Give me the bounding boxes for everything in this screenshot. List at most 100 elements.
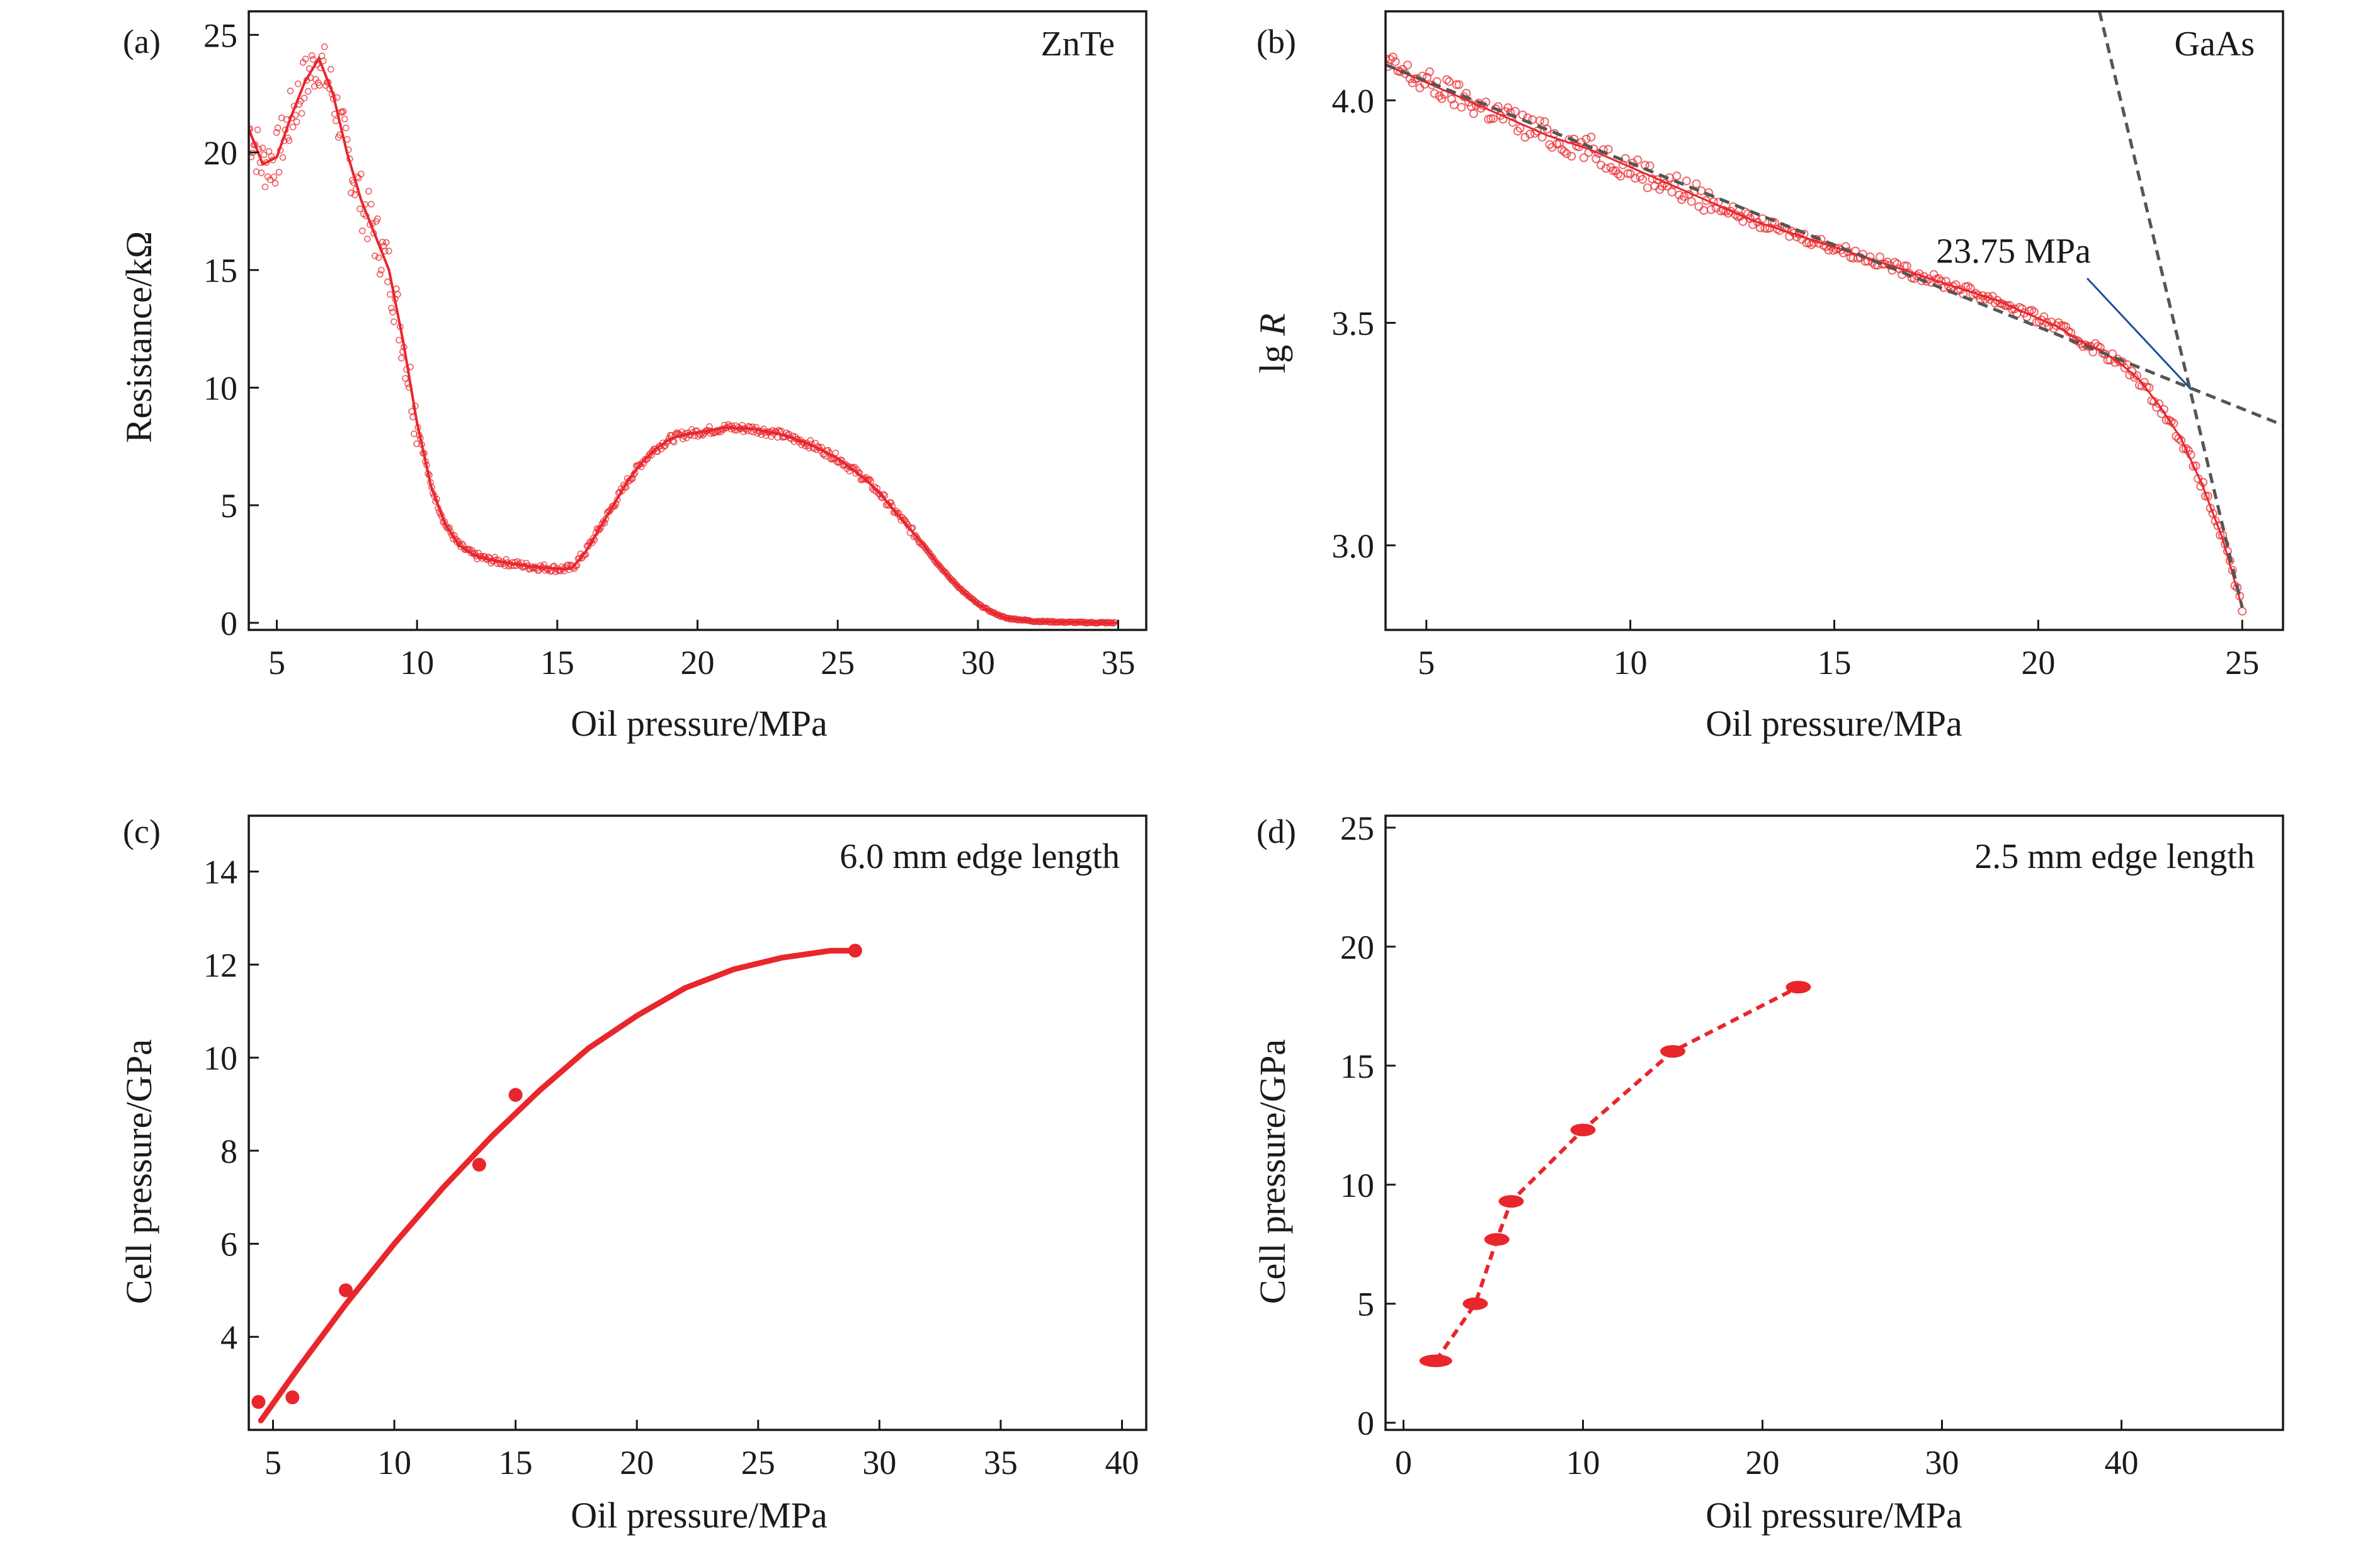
data-point bbox=[1667, 187, 1677, 197]
y-axis-label-d: Cell pressure/GPa bbox=[1252, 1039, 1293, 1304]
data-point bbox=[848, 944, 862, 958]
data-point bbox=[321, 43, 328, 50]
data-point bbox=[1469, 109, 1478, 118]
data-point bbox=[304, 88, 312, 95]
x-tick-label: 25 bbox=[741, 1444, 775, 1482]
data-point bbox=[1706, 205, 1716, 214]
data-point bbox=[1425, 67, 1434, 76]
annotation-6mm: 6.0 mm edge length bbox=[840, 837, 1120, 876]
x-tick-label: 5 bbox=[268, 644, 285, 682]
y-axis-label-b-main: lg bbox=[1252, 336, 1293, 374]
data-point bbox=[1532, 127, 1542, 136]
y-tick-label: 25 bbox=[1340, 809, 1374, 847]
data-point bbox=[671, 438, 678, 446]
x-tick-label: 25 bbox=[2225, 644, 2259, 682]
data-point bbox=[378, 266, 385, 274]
panel-label-b: (b) bbox=[1256, 23, 1296, 60]
fit-line bbox=[1386, 63, 2283, 427]
x-tick-label: 5 bbox=[1418, 644, 1435, 682]
data-point bbox=[1454, 80, 1464, 89]
data-point bbox=[1941, 277, 1950, 286]
data-point bbox=[1445, 77, 1454, 86]
panel-b: (b) GaAs 23.75 MPa Oil pressure/MPa lg R… bbox=[1252, 10, 2284, 744]
y-tick-label: 20 bbox=[1340, 928, 1374, 966]
data-point bbox=[1660, 1045, 1685, 1058]
data-point bbox=[2177, 436, 2186, 445]
data-point bbox=[402, 375, 409, 382]
y-tick-label: 5 bbox=[220, 487, 237, 525]
data-point bbox=[1591, 154, 1601, 164]
data-point bbox=[348, 190, 355, 197]
data-point bbox=[260, 151, 268, 158]
data-layer bbox=[251, 944, 862, 1424]
data-point bbox=[472, 1157, 486, 1172]
data-point bbox=[300, 94, 308, 101]
data-point bbox=[294, 80, 302, 88]
x-tick-label: 20 bbox=[1746, 1444, 1780, 1482]
data-point bbox=[1626, 169, 1635, 178]
x-axis-label-b: Oil pressure/MPa bbox=[1705, 703, 1962, 744]
data-point bbox=[1518, 110, 1527, 120]
y-tick-label: 8 bbox=[220, 1133, 237, 1170]
panel-c: (c) 6.0 mm edge length Oil pressure/MPa … bbox=[118, 813, 1147, 1536]
panel-label-c: (c) bbox=[123, 813, 161, 850]
data-point bbox=[384, 278, 391, 285]
data-point bbox=[1586, 132, 1596, 142]
data-point bbox=[2155, 399, 2164, 408]
data-point bbox=[1614, 169, 1623, 179]
data-point bbox=[368, 200, 375, 208]
data-point bbox=[259, 144, 266, 152]
data-point bbox=[1579, 153, 1588, 163]
y-tick-label: 4 bbox=[220, 1318, 237, 1356]
y-tick-label: 20 bbox=[203, 134, 237, 172]
data-point bbox=[271, 180, 279, 187]
data-point bbox=[388, 304, 395, 312]
data-point bbox=[2238, 607, 2247, 616]
annotation-znte: ZnTe bbox=[1041, 25, 1115, 64]
data-point bbox=[327, 66, 334, 73]
data-point bbox=[289, 123, 297, 130]
plot-frame bbox=[1384, 10, 2284, 631]
data-point bbox=[1603, 145, 1613, 154]
data-layer bbox=[249, 43, 1119, 627]
x-tick-label: 15 bbox=[499, 1444, 533, 1482]
y-axis-label-a: Resistance/kΩ bbox=[118, 231, 159, 443]
x-tick-label: 15 bbox=[1818, 644, 1852, 682]
data-point bbox=[1435, 91, 1444, 101]
annotation-gaas: GaAs bbox=[2174, 25, 2255, 64]
x-tick-label: 25 bbox=[821, 644, 855, 682]
y-tick-label: 25 bbox=[203, 16, 237, 54]
data-point bbox=[254, 126, 261, 134]
data-point bbox=[302, 55, 309, 63]
data-point bbox=[1562, 149, 1571, 158]
x-axis-label-b-text: Oil pressure/MPa bbox=[1705, 703, 1962, 744]
data-point bbox=[1442, 75, 1452, 84]
y-tick-label: 10 bbox=[203, 369, 237, 407]
x-tick-label: 20 bbox=[2021, 644, 2055, 682]
y-tick-label: 14 bbox=[203, 854, 237, 891]
data-point bbox=[1738, 217, 1748, 226]
data-point bbox=[448, 532, 455, 539]
data-point bbox=[1457, 103, 1466, 112]
data-point bbox=[758, 431, 765, 438]
data-point bbox=[1631, 174, 1640, 183]
data-point bbox=[316, 82, 323, 89]
data-point bbox=[374, 215, 381, 222]
data-point bbox=[1525, 129, 1535, 139]
data-point bbox=[1616, 171, 1626, 181]
plot-frame bbox=[1384, 814, 2284, 1431]
data-point bbox=[1672, 171, 1682, 181]
annotation-23-75-mpa: 23.75 MPa bbox=[1936, 232, 2091, 271]
data-point bbox=[383, 239, 390, 246]
data-point bbox=[364, 235, 371, 243]
data-point bbox=[1535, 116, 1544, 125]
y-axis-label-b: lg R bbox=[1252, 313, 1293, 373]
data-point bbox=[1484, 1233, 1510, 1246]
y-tick-label: 12 bbox=[203, 946, 237, 984]
fit-line bbox=[2098, 11, 2244, 608]
data-point bbox=[396, 336, 402, 344]
x-tick-label: 35 bbox=[1101, 644, 1135, 682]
data-point bbox=[2181, 443, 2190, 453]
data-point bbox=[1452, 80, 1461, 89]
data-point bbox=[293, 118, 300, 125]
